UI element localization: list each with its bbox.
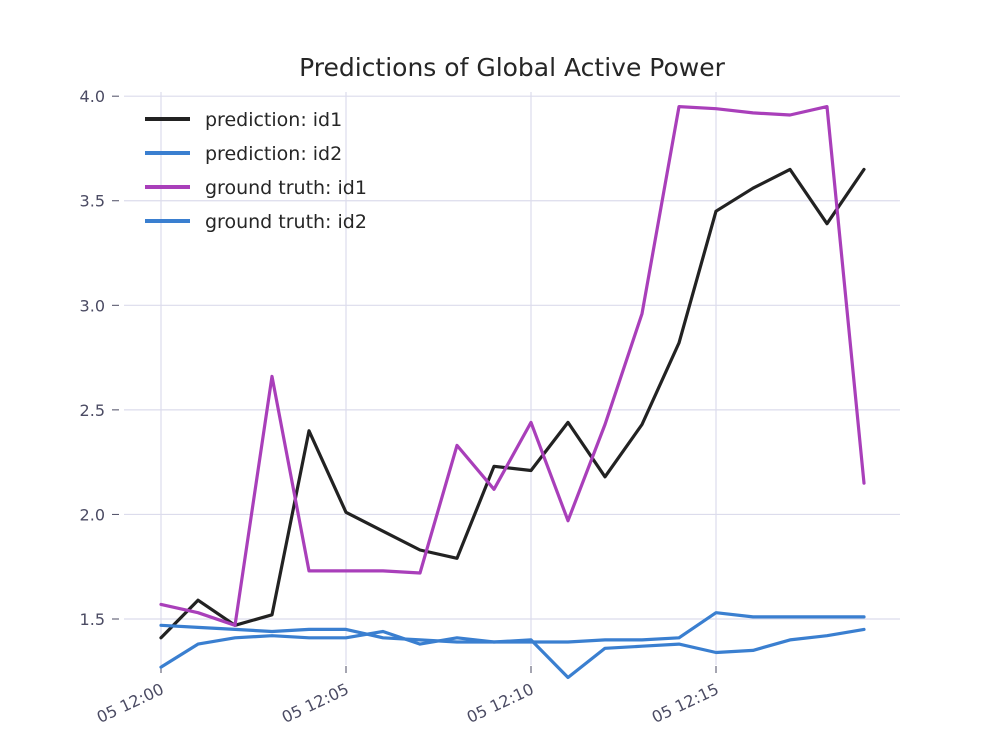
y-tick-label: 1.5 <box>80 610 105 629</box>
y-tick-label: 3.5 <box>80 192 105 211</box>
y-tick-label: 2.0 <box>80 505 105 524</box>
legend-label: ground truth: id1 <box>205 177 367 199</box>
legend-label: prediction: id2 <box>205 143 342 165</box>
series-line-2 <box>159 104 866 627</box>
y-tick-label: 3.0 <box>80 296 105 315</box>
y-tick-label: 4.0 <box>80 87 105 106</box>
legend: prediction: id1 prediction: id2 ground tru… <box>145 109 367 233</box>
y-tick-label: 2.5 <box>80 401 105 420</box>
legend-label: prediction: id1 <box>205 109 342 131</box>
series-group <box>159 104 866 680</box>
series-line-3 <box>159 611 866 644</box>
legend-label: ground truth: id2 <box>205 211 367 233</box>
series-line-0 <box>159 167 866 640</box>
chart-title: Predictions of Global Active Power <box>299 53 725 82</box>
